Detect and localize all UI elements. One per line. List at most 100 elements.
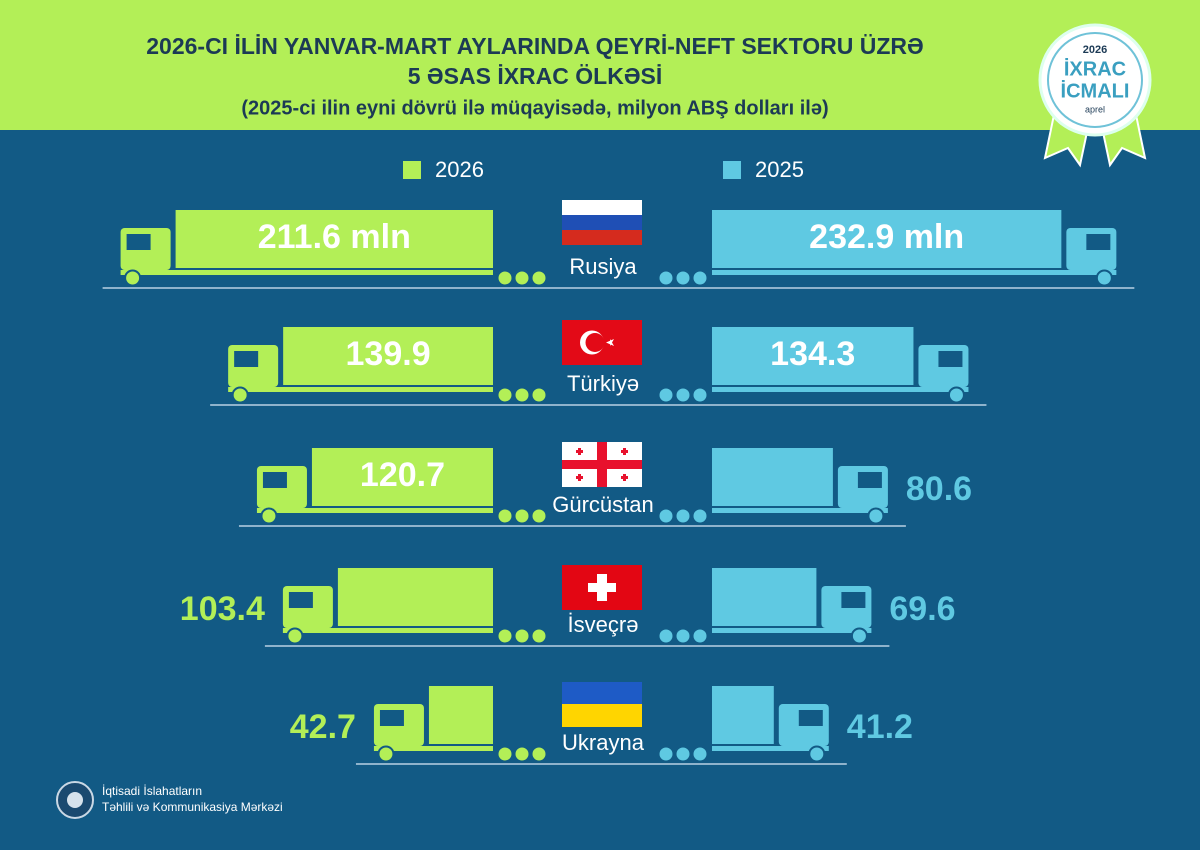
truck-wheel: [530, 386, 548, 404]
bar: [283, 327, 493, 385]
value-label: 69.6: [889, 590, 955, 628]
value-label: 232.9 mln: [809, 218, 964, 256]
flag-switzerland: [562, 565, 642, 610]
truck-chassis: [712, 387, 969, 392]
value-label: 103.4: [180, 590, 265, 628]
truck-wheel: [691, 627, 709, 645]
truck-chassis: [373, 746, 493, 751]
country-label: Gürcüstan: [552, 492, 654, 517]
badge-text: İCMALI: [1061, 79, 1130, 102]
badge: 2026 İXRAC İCMALI aprel: [1038, 23, 1152, 168]
legend-swatch: [723, 161, 741, 179]
badge-month: aprel: [1085, 104, 1105, 114]
flag-russia: [562, 200, 642, 245]
subtitle: (2025-ci ilin eyni dövrü ilə müqayisədə,…: [241, 97, 828, 119]
legend-label: 2025: [755, 157, 804, 182]
truck-wheel: [496, 507, 514, 525]
truck-wheel: [808, 745, 826, 763]
truck-window: [126, 234, 151, 250]
bar: [311, 448, 493, 506]
bar: [712, 448, 833, 506]
bar: [712, 210, 1062, 268]
title: 5 ƏSAS İXRAC ÖLKƏSİ: [408, 63, 663, 89]
truck-chassis: [712, 270, 1117, 275]
truck-wheel: [377, 745, 395, 763]
truck-wheel: [496, 269, 514, 287]
truck-chassis: [712, 628, 872, 633]
truck-chassis: [282, 628, 493, 633]
truck-wheel: [850, 627, 868, 645]
truck-wheel: [496, 386, 514, 404]
truck-wheel: [260, 507, 278, 525]
truck-window: [798, 710, 823, 726]
value-label: 139.9: [346, 335, 431, 373]
truck-wheel: [124, 269, 142, 287]
truck-wheel: [674, 745, 692, 763]
badge-text: İXRAC: [1064, 57, 1126, 80]
value-label: 134.3: [770, 335, 855, 373]
bar: [428, 686, 493, 744]
truck-wheel: [691, 507, 709, 525]
truck-chassis: [120, 270, 493, 275]
value-label: 42.7: [290, 708, 356, 746]
truck-wheel: [691, 745, 709, 763]
truck-wheel: [530, 507, 548, 525]
value-label: 211.6 mln: [258, 218, 411, 256]
truck-window: [379, 710, 404, 726]
value-label: 80.6: [906, 470, 972, 508]
truck-wheel: [657, 627, 675, 645]
truck-window: [234, 351, 259, 367]
truck-wheel: [674, 507, 692, 525]
truck-window: [938, 351, 963, 367]
truck-chassis: [256, 508, 493, 513]
truck-wheel: [657, 507, 675, 525]
truck-wheel: [286, 627, 304, 645]
truck-chassis: [228, 387, 493, 392]
truck-window: [288, 592, 313, 608]
truck-window: [1086, 234, 1111, 250]
value-label: 120.7: [360, 456, 445, 494]
legend-swatch: [403, 161, 421, 179]
flag-turkey: [562, 320, 642, 365]
country-label: Rusiya: [569, 254, 637, 279]
truck-wheel: [530, 627, 548, 645]
truck-chassis: [712, 508, 888, 513]
bar: [175, 210, 493, 268]
value-label: 41.2: [847, 708, 913, 746]
bar: [712, 686, 774, 744]
legend-label: 2026: [435, 157, 484, 182]
country-label: Türkiyə: [567, 371, 639, 396]
truck-wheel: [231, 386, 249, 404]
truck-wheel: [691, 386, 709, 404]
truck-wheel: [513, 386, 531, 404]
truck-wheel: [530, 269, 548, 287]
truck-wheel: [691, 269, 709, 287]
truck-wheel: [867, 507, 885, 525]
flag-ukraine: [562, 682, 642, 727]
truck-wheel: [513, 745, 531, 763]
truck-wheel: [674, 627, 692, 645]
bar: [712, 568, 817, 626]
truck-wheel: [947, 386, 965, 404]
truck-wheel: [496, 627, 514, 645]
bar: [712, 327, 914, 385]
truck-wheel: [496, 745, 514, 763]
truck-chassis: [712, 746, 829, 751]
flag-georgia: [562, 442, 642, 487]
bar: [337, 568, 493, 626]
country-label: İsveçrə: [568, 612, 639, 637]
footer-org: Təhlili və Kommunikasiya Mərkəzi: [102, 800, 283, 814]
country-label: Ukrayna: [562, 730, 645, 755]
title: 2026-CI İLİN YANVAR-MART AYLARINDA QEYRİ…: [146, 33, 924, 59]
truck-wheel: [657, 269, 675, 287]
badge-year: 2026: [1083, 44, 1107, 56]
footer-org: İqtisadi İslahatların: [102, 784, 202, 798]
header-band: [0, 0, 1200, 130]
truck-wheel: [513, 507, 531, 525]
truck-window: [841, 592, 866, 608]
truck-wheel: [674, 269, 692, 287]
truck-wheel: [674, 386, 692, 404]
truck-wheel: [530, 745, 548, 763]
